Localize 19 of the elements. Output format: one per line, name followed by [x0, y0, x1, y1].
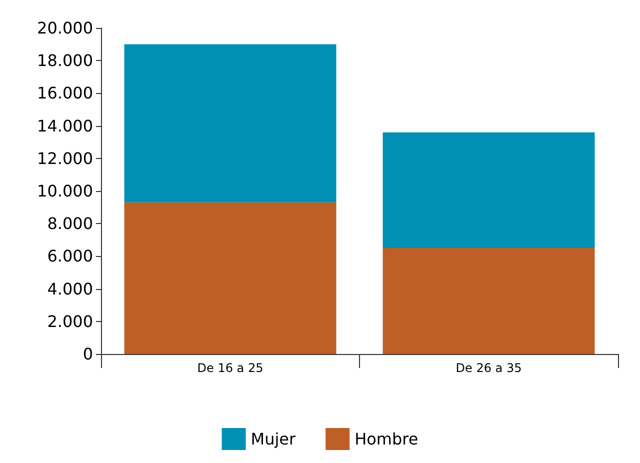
x-tick-label: De 16 a 25	[197, 361, 264, 375]
y-tick-label: 14.000	[37, 116, 93, 136]
y-tick-label: 10.000	[37, 182, 93, 200]
y-tick-label: 18.000	[37, 51, 93, 70]
y-tick-label: 0	[82, 344, 93, 364]
y-tick-label: 20.000	[37, 18, 93, 38]
y-tick-label: 12.000	[37, 148, 93, 168]
bar	[382, 132, 595, 248]
bar	[124, 44, 336, 202]
y-tick-label: 6.000	[47, 246, 93, 266]
legend-label: Mujer	[250, 430, 296, 448]
y-tick-label: 2.000	[47, 312, 93, 331]
y-tick-label: 4.000	[47, 279, 93, 298]
x-tick-label: De 26 a 35	[456, 361, 522, 375]
bar	[124, 202, 336, 354]
y-tick-label: 8.000	[47, 214, 93, 234]
legend-label: Hombre	[354, 430, 418, 448]
bar	[382, 248, 595, 354]
y-tick-label: 16.000	[37, 84, 93, 103]
